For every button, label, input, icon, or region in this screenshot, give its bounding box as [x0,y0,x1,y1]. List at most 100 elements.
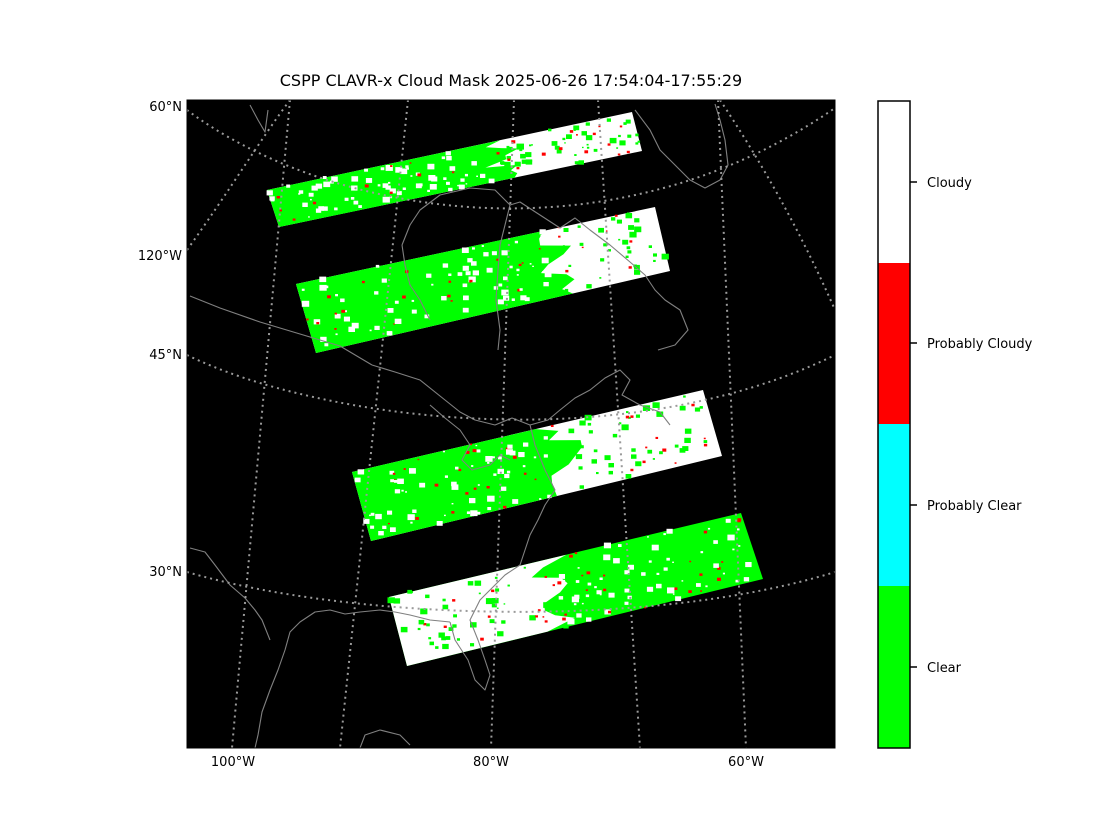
speckle [407,514,415,521]
colorbar-segment-probably-cloudy [878,263,910,424]
speckle [467,581,474,586]
lon-label-120w: 120°W [138,249,182,264]
speckle [569,554,573,558]
speckle [441,156,446,160]
speckle [599,577,603,580]
speckle [539,229,546,235]
speckle [387,510,393,515]
speckle [611,217,616,221]
speckle [424,314,430,319]
speckle [573,603,577,606]
speckle [652,458,655,460]
graticule-line-8 [187,100,291,251]
graticule-line-7 [717,100,747,748]
speckle [587,582,592,586]
speckle [335,294,338,297]
speckle [452,624,457,628]
speckle [628,416,631,419]
graticule-line-1 [187,354,835,421]
speckle [581,574,584,577]
coastline-5 [449,424,556,691]
speckle [387,331,393,336]
speckle [563,228,569,232]
speckle [538,248,541,250]
speckle [556,149,562,154]
speckle [401,489,404,492]
speckle [559,275,564,279]
speckle [582,146,584,149]
speckle [370,512,375,516]
speckle [493,473,497,476]
speckle [375,513,382,520]
speckle [562,617,566,621]
speckle [622,239,629,245]
speckle [558,596,564,600]
graticule-line-0 [187,107,835,210]
speckle [497,468,504,474]
speckle [443,177,447,180]
speckle [476,449,481,453]
speckle [737,528,740,531]
swath-4 [387,513,763,666]
speckle [683,395,686,398]
speckle [634,226,642,233]
speckle [745,562,752,568]
speckle [688,590,692,593]
speckle [608,249,611,252]
speckle [463,295,469,301]
speckle [495,588,500,592]
speckle [699,573,703,576]
speckle [585,594,590,598]
lon-label-100w: 100°W [211,755,255,770]
coastline-8 [189,547,271,641]
speckle [514,240,518,244]
speckle [629,231,637,238]
speckle [468,276,476,283]
speckle [462,307,469,313]
speckle [533,456,537,459]
speckle [626,150,630,154]
speckle [469,498,476,504]
speckle [550,605,558,611]
speckle [564,613,567,616]
speckle [455,466,459,470]
speckle [480,637,484,641]
speckle [608,592,615,598]
speckle [604,609,611,615]
speckle [451,481,457,487]
speckle [426,273,432,278]
speckle [496,607,499,609]
speckle [703,440,708,443]
speckle [448,627,454,631]
speckle [417,458,420,461]
speckle [625,213,633,219]
speckle [641,572,646,576]
speckle [392,472,396,475]
speckle [438,632,445,638]
speckle [619,125,623,128]
speckle [653,253,657,257]
speckle [501,250,508,256]
speckle [586,284,592,289]
speckle [486,267,493,273]
speckle [387,597,395,604]
speckle [429,641,434,646]
speckle [466,511,471,514]
speckle [405,491,407,493]
speckle [406,167,409,170]
speckle [647,449,653,454]
speckle [537,609,541,612]
speckle [394,300,399,304]
speckle [679,405,686,411]
speckle [735,579,739,583]
speckle [574,594,580,599]
speckle [435,646,439,649]
speckle [394,318,402,324]
speckle [543,436,548,440]
speckle [598,227,604,233]
speckle [520,153,526,159]
speckle [656,411,664,417]
speckle [541,152,546,156]
speckle [402,187,406,190]
speckle [369,329,372,332]
